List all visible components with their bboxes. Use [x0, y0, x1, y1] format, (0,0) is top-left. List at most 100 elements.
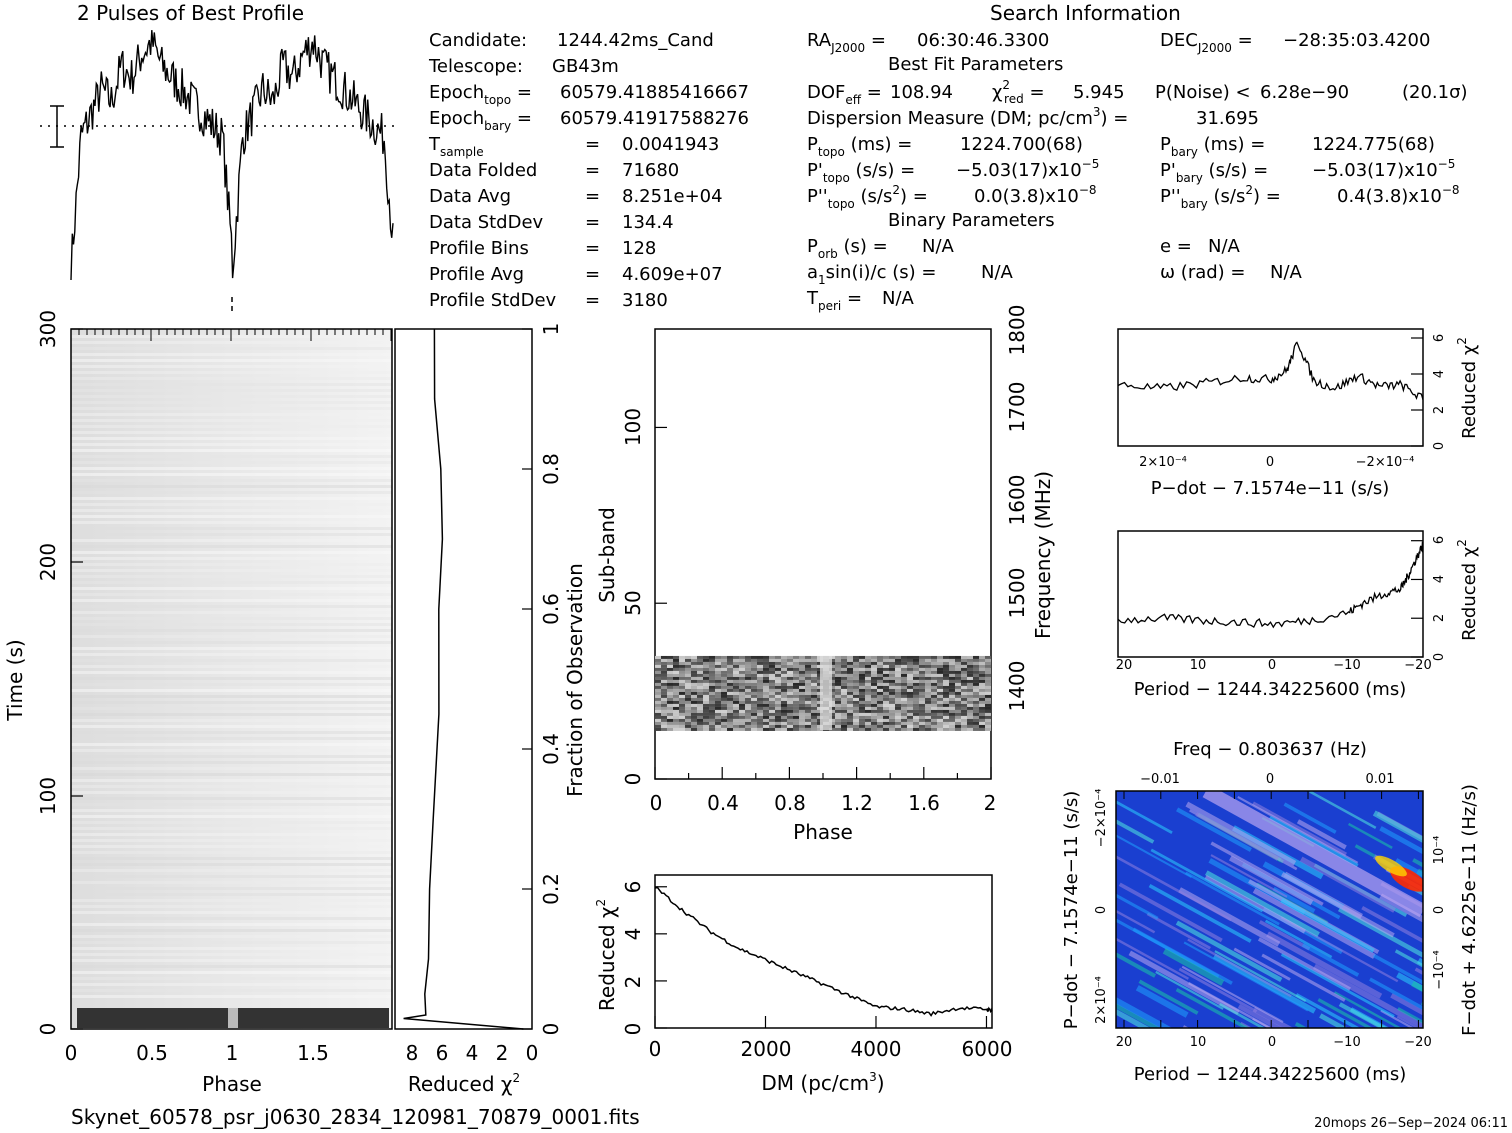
- subband-cell: [709, 661, 715, 665]
- subband-cell: [673, 691, 679, 695]
- tick-label: −10⁻⁴: [1432, 950, 1447, 990]
- subband-cell: [889, 679, 895, 683]
- subband-cell: [949, 715, 955, 719]
- subband-cell: [763, 727, 769, 731]
- subband-cell: [847, 694, 853, 698]
- subband-cell: [949, 670, 955, 674]
- ppdot-streak: [1317, 998, 1374, 1028]
- subband-cell: [781, 697, 787, 701]
- subband-cell: [907, 703, 913, 707]
- subband-cell: [673, 718, 679, 722]
- subband-cell: [949, 712, 955, 716]
- subband-cell: [727, 721, 733, 725]
- subband-cell: [721, 724, 727, 728]
- subband-cell: [781, 685, 787, 689]
- subband-cell: [751, 685, 757, 689]
- subband-cell: [703, 712, 709, 716]
- subband-cell: [799, 697, 805, 701]
- subband-cell: [787, 700, 793, 704]
- subband-cell: [751, 670, 757, 674]
- subband-cell: [685, 694, 691, 698]
- subband-cell: [847, 679, 853, 683]
- subband-cell: [889, 715, 895, 719]
- subband-cell: [769, 724, 775, 728]
- time-stripe: [71, 569, 392, 572]
- time-stripe: [71, 665, 392, 668]
- subband-cell: [853, 667, 859, 671]
- subband-cell: [955, 673, 961, 677]
- candidate-value: 1244.42ms_Cand: [557, 30, 714, 51]
- subband-cell: [811, 694, 817, 698]
- subband-cell: [889, 673, 895, 677]
- subband-cell: [937, 727, 943, 731]
- tick-label: 0: [1266, 772, 1274, 787]
- subband-cell: [931, 724, 937, 728]
- subband-cell: [883, 691, 889, 695]
- subband-cell: [847, 703, 853, 707]
- subband-cell: [931, 661, 937, 665]
- subband-cell: [895, 709, 901, 713]
- subband-cell: [937, 664, 943, 668]
- subband-cell: [937, 685, 943, 689]
- subband-cell: [925, 703, 931, 707]
- subband-cell: [847, 721, 853, 725]
- subband-cell: [895, 697, 901, 701]
- subband-cell: [985, 673, 991, 677]
- subband-cell: [763, 691, 769, 695]
- subband-cell: [745, 664, 751, 668]
- timestamp: 20mops 26−Sep−2024 06:11: [1314, 1116, 1508, 1131]
- subband-cell: [715, 721, 721, 725]
- subband-cell: [883, 712, 889, 716]
- subband-cell: [967, 691, 973, 695]
- time-stripe: [71, 509, 392, 512]
- subband-cell: [985, 694, 991, 698]
- ppdot-streak: [1185, 871, 1280, 926]
- subband-cell: [949, 694, 955, 698]
- subband-cell: [733, 691, 739, 695]
- subband-cell: [871, 679, 877, 683]
- subband-cell: [877, 670, 883, 674]
- subband-cell: [853, 715, 859, 719]
- subband-cell: [787, 706, 793, 710]
- subband-cell: [931, 679, 937, 683]
- subband-cell: [673, 676, 679, 680]
- ppdot-streak: [1261, 953, 1346, 1002]
- tick-label: 1600: [1005, 475, 1029, 526]
- subband-cell: [709, 688, 715, 692]
- subband-cell: [667, 673, 673, 677]
- subband-cell: [673, 658, 679, 662]
- subband-cell: [703, 718, 709, 722]
- subband-cell: [979, 691, 985, 695]
- subband-cell: [721, 700, 727, 704]
- subband-cell: [793, 706, 799, 710]
- subband-cell: [907, 667, 913, 671]
- subband-cell: [919, 673, 925, 677]
- time-stripe: [71, 383, 392, 386]
- subband-cell: [793, 682, 799, 686]
- chi2-period-line: [1117, 541, 1424, 629]
- subband-cell: [835, 700, 841, 704]
- subband-cell: [799, 721, 805, 725]
- subband-cell: [901, 700, 907, 704]
- subband-cell: [709, 712, 715, 716]
- subband-cell: [811, 676, 817, 680]
- subband-cell: [901, 655, 907, 659]
- subband-cell: [949, 667, 955, 671]
- subband-cell: [895, 664, 901, 668]
- subband-cell: [715, 691, 721, 695]
- tick-label: 10: [1190, 658, 1207, 673]
- subband-cell: [925, 682, 931, 686]
- ecc-value: N/A: [1208, 236, 1241, 257]
- ra-label: RAJ2000 =: [807, 30, 886, 55]
- subband-cell: [925, 727, 931, 731]
- subband-cell: [907, 712, 913, 716]
- subband-cell: [709, 727, 715, 731]
- subband-cell: [793, 688, 799, 692]
- subband-cell: [751, 703, 757, 707]
- subband-cell: [907, 694, 913, 698]
- subband-cell: [979, 676, 985, 680]
- subband-cell: [709, 700, 715, 704]
- tick-label: 4000: [851, 1037, 902, 1061]
- subband-cell: [979, 709, 985, 713]
- subband-cell: [733, 682, 739, 686]
